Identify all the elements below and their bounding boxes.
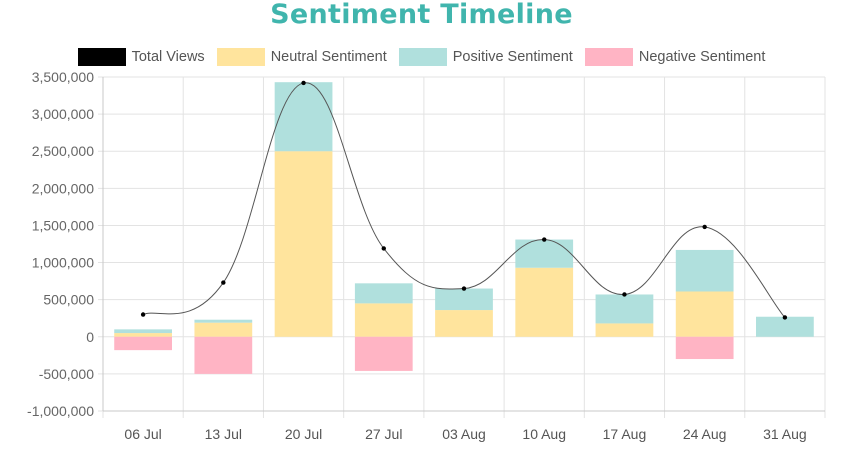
y-tick-label: -1,000,000 xyxy=(27,403,94,419)
x-tick-label: 27 Jul xyxy=(365,426,402,442)
y-tick-label: 3,000,000 xyxy=(32,106,94,122)
bar xyxy=(354,336,413,371)
x-tick-label: 06 Jul xyxy=(124,426,161,442)
line-point xyxy=(782,315,788,320)
y-tick-label: -500,000 xyxy=(39,366,94,382)
line-point xyxy=(702,224,707,230)
legend-label: Total Views xyxy=(131,49,205,65)
bar xyxy=(274,151,333,337)
line-point xyxy=(140,312,146,317)
legend-item[interactable]: Negative Sentiment xyxy=(584,48,766,66)
legend-swatch xyxy=(216,48,265,66)
bar xyxy=(274,82,333,152)
chart-legend: Total Views Neutral Sentiment Positive Sen… xyxy=(0,47,843,67)
bar xyxy=(354,283,413,304)
bar xyxy=(114,336,172,351)
legend-swatch xyxy=(584,48,633,66)
x-tick-label: 20 Jul xyxy=(285,426,322,442)
bar xyxy=(515,267,574,337)
legend-item[interactable]: Positive Sentiment xyxy=(398,48,573,66)
legend-label: Negative Sentiment xyxy=(638,49,766,65)
bar xyxy=(354,303,413,337)
line-point xyxy=(381,246,386,251)
x-tick-label: 10 Aug xyxy=(522,426,566,442)
series-line-total-views xyxy=(142,82,786,318)
y-tick-label: 2,000,000 xyxy=(32,180,94,196)
line-point xyxy=(461,286,467,291)
bar xyxy=(756,316,814,337)
bar xyxy=(675,336,734,360)
bar xyxy=(595,294,654,324)
bar xyxy=(114,333,172,337)
bar xyxy=(194,322,253,337)
legend-item[interactable]: Neutral Sentiment xyxy=(216,48,387,66)
bar xyxy=(435,288,493,311)
x-tick-label: 13 Jul xyxy=(205,426,242,442)
bar xyxy=(515,239,574,268)
legend-label: Positive Sentiment xyxy=(452,49,573,65)
legend-swatch xyxy=(77,48,126,66)
legend-label: Neutral Sentiment xyxy=(270,49,387,65)
bar xyxy=(194,336,253,374)
y-tick-label: 1,500,000 xyxy=(32,217,94,233)
x-tick-label: 31 Aug xyxy=(763,426,807,442)
bar xyxy=(114,329,172,334)
y-tick-label: 3,500,000 xyxy=(32,69,94,85)
line-point xyxy=(622,292,627,297)
bar xyxy=(194,319,253,323)
chart-title: Sentiment Timeline xyxy=(270,0,573,30)
line-point xyxy=(301,80,306,86)
bar xyxy=(595,323,654,337)
line-point xyxy=(221,280,226,285)
x-tick-label: 24 Aug xyxy=(683,426,727,442)
y-tick-label: 0 xyxy=(86,329,94,345)
y-tick-label: 1,000,000 xyxy=(32,255,94,271)
y-tick-label: 2,500,000 xyxy=(32,143,94,159)
bar xyxy=(675,249,734,292)
legend-swatch xyxy=(398,48,447,66)
x-tick-label: 03 Aug xyxy=(442,426,486,442)
bar xyxy=(675,291,734,337)
legend-item[interactable]: Total Views xyxy=(77,48,205,66)
x-tick-label: 17 Aug xyxy=(603,426,647,442)
line-point xyxy=(542,237,547,242)
bar xyxy=(435,310,493,337)
y-tick-label: 500,000 xyxy=(43,292,94,308)
